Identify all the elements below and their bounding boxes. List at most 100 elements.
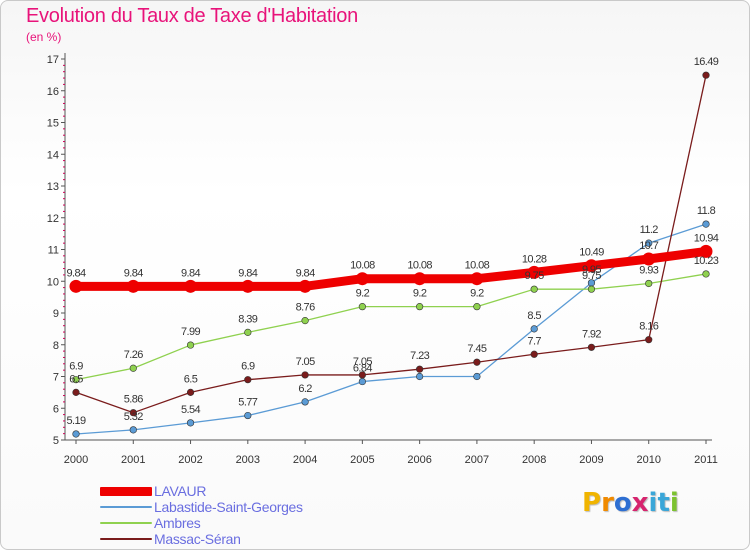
data-point [186, 388, 195, 396]
data-label: 10.28 [522, 253, 547, 265]
x-tick-label: 2005 [350, 454, 374, 466]
x-tick-label: 2006 [407, 454, 431, 466]
logo-letter: o [613, 488, 632, 518]
data-point [355, 272, 369, 286]
data-point [129, 409, 137, 417]
data-label: 10.23 [694, 255, 719, 267]
logo-letter: i [648, 488, 658, 518]
data-label: 6.9 [241, 361, 255, 373]
y-tick-label: 10 [47, 276, 59, 288]
chart-subtitle: (en %) [26, 30, 62, 44]
data-label: 10.08 [350, 260, 375, 272]
data-label: 7.23 [410, 350, 429, 362]
data-point [413, 272, 427, 286]
data-label: 9.93 [639, 264, 658, 276]
data-point [645, 279, 653, 288]
data-point [416, 303, 424, 311]
data-label: 9.2 [470, 288, 484, 300]
x-tick-label: 2008 [522, 454, 546, 466]
data-label: 7.45 [467, 343, 486, 355]
data-point [358, 303, 366, 311]
data-label: 5.19 [66, 415, 85, 427]
data-point [530, 350, 538, 358]
data-point [530, 325, 538, 333]
data-label: 6.5 [184, 373, 198, 385]
y-tick-label: 5 [53, 435, 59, 447]
data-point [702, 220, 710, 228]
data-point [244, 328, 252, 336]
data-point [702, 71, 710, 79]
data-point [69, 279, 83, 293]
legend-label: LAVAUR [154, 483, 207, 499]
legend-label: Labastide-Saint-Georges [154, 499, 303, 515]
data-point [241, 279, 255, 293]
chart-title: Evolution du Taux de Taxe d'Habitation [26, 5, 358, 27]
data-point [416, 372, 424, 381]
data-label: 16.49 [694, 56, 719, 68]
data-point [699, 244, 713, 258]
data-label: 5.32 [124, 411, 143, 423]
legend-label: Ambres [154, 515, 201, 531]
data-point [184, 279, 198, 293]
data-label: 10.7 [639, 240, 658, 252]
data-label: 10.49 [579, 247, 604, 259]
data-point [298, 279, 312, 293]
data-point [301, 398, 309, 406]
x-tick-label: 2002 [178, 454, 202, 466]
data-label: 5.77 [238, 397, 257, 409]
data-point [301, 371, 309, 379]
data-point [473, 372, 481, 381]
data-label: 11.8 [697, 205, 716, 217]
data-label: 7.7 [527, 335, 541, 347]
legend-swatch [100, 538, 152, 540]
data-label: 11.2 [640, 224, 659, 236]
data-point [587, 343, 596, 351]
logo-letter: x [631, 488, 649, 518]
data-label: 8.39 [238, 313, 257, 325]
data-label: 5.54 [181, 404, 200, 416]
data-label: 9.95 [582, 264, 601, 276]
x-tick-label: 2003 [236, 454, 260, 466]
data-label: 6.2 [298, 383, 312, 395]
data-point [126, 279, 140, 293]
x-tick-label: 2011 [694, 454, 718, 466]
logo-letter: r [601, 488, 614, 518]
data-label: 7.99 [181, 326, 200, 338]
data-label: 9.75 [525, 270, 544, 282]
data-point [129, 426, 137, 434]
x-tick-label: 2010 [636, 454, 660, 466]
x-tick-label: 2004 [293, 454, 317, 466]
data-point [702, 270, 710, 278]
data-point [358, 377, 366, 386]
x-tick-label: 2000 [64, 454, 88, 466]
data-label: 9.75 [582, 270, 601, 282]
legend-label: Massac-Séran [154, 531, 241, 547]
legend-swatch [100, 486, 152, 496]
data-point [587, 285, 596, 293]
data-point [473, 303, 481, 311]
data-point [416, 365, 424, 373]
data-point [72, 388, 80, 396]
logo-letter: P [582, 488, 602, 518]
data-point [584, 259, 598, 273]
data-label: 10.08 [407, 260, 432, 272]
data-label: 9.2 [413, 288, 427, 300]
data-point [473, 358, 481, 366]
data-point [645, 336, 653, 344]
proxiti-logo: Proxiti [582, 488, 679, 518]
x-tick-label: 2001 [121, 454, 145, 466]
data-point [72, 376, 80, 384]
y-tick-label: 16 [47, 86, 59, 98]
data-label: 10.08 [465, 260, 490, 272]
data-label: 6.5 [69, 373, 83, 385]
data-point [186, 419, 195, 427]
series-line-labastide-saint-georges [75, 223, 707, 435]
data-label: 8.5 [527, 310, 541, 322]
data-label: 9.84 [296, 267, 315, 279]
data-label: 5.86 [124, 394, 143, 406]
data-label: 7.92 [582, 328, 601, 340]
data-point [527, 265, 541, 279]
series-line-lavaur [71, 246, 711, 291]
y-tick-label: 8 [53, 340, 59, 352]
data-label: 9.84 [124, 267, 143, 279]
